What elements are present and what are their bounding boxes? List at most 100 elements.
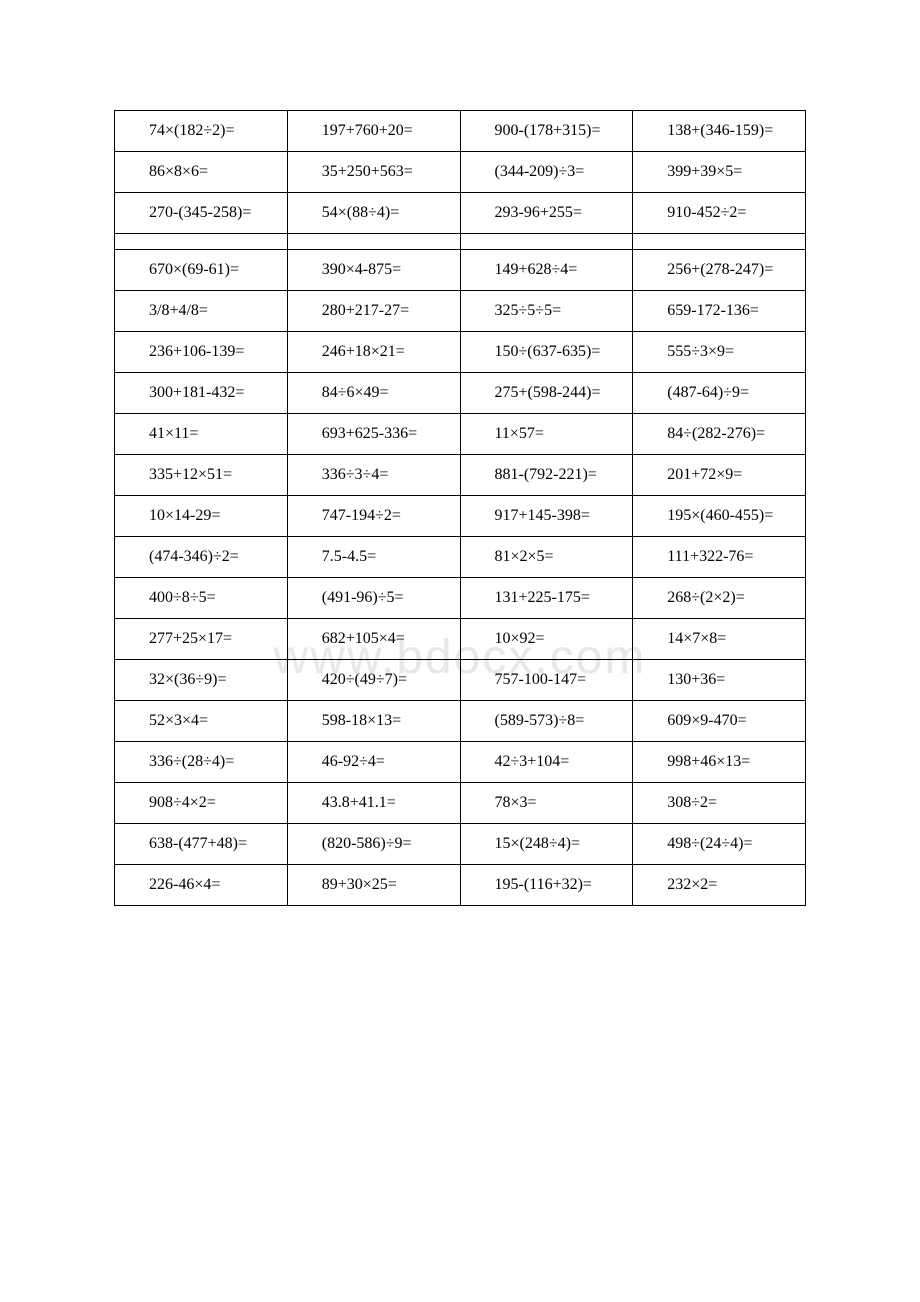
table-cell bbox=[460, 234, 633, 250]
table-cell: 555÷3×9= bbox=[633, 332, 806, 373]
table-cell: 246+18×21= bbox=[287, 332, 460, 373]
table-row: 41×11=693+625-336=11×57=84÷(282-276)= bbox=[115, 414, 806, 455]
table-cell: 399+39×5= bbox=[633, 152, 806, 193]
table-row: 908÷4×2=43.8+41.1=78×3=308÷2= bbox=[115, 783, 806, 824]
table-cell: 149+628÷4= bbox=[460, 250, 633, 291]
table-cell: 420÷(49÷7)= bbox=[287, 660, 460, 701]
table-cell: 881-(792-221)= bbox=[460, 455, 633, 496]
table-cell: 300+181-432= bbox=[115, 373, 288, 414]
table-row: 638-(477+48)=(820-586)÷9=15×(248÷4)=498÷… bbox=[115, 824, 806, 865]
table-row: 400÷8÷5=(491-96)÷5=131+225-175=268÷(2×2)… bbox=[115, 578, 806, 619]
table-row: 86×8×6=35+250+563=(344-209)÷3=399+39×5= bbox=[115, 152, 806, 193]
table-cell: 54×(88÷4)= bbox=[287, 193, 460, 234]
table-body: 74×(182÷2)=197+760+20=900-(178+315)=138+… bbox=[115, 111, 806, 906]
table-row: 270-(345-258)=54×(88÷4)=293-96+255=910-4… bbox=[115, 193, 806, 234]
table-cell: 131+225-175= bbox=[460, 578, 633, 619]
table-cell: 42÷3+104= bbox=[460, 742, 633, 783]
table-cell: 917+145-398= bbox=[460, 496, 633, 537]
table-cell: 609×9-470= bbox=[633, 701, 806, 742]
table-cell: 86×8×6= bbox=[115, 152, 288, 193]
table-cell: 43.8+41.1= bbox=[287, 783, 460, 824]
table-cell: 900-(178+315)= bbox=[460, 111, 633, 152]
table-row: 670×(69-61)=390×4-875=149+628÷4=256+(278… bbox=[115, 250, 806, 291]
table-cell: 268÷(2×2)= bbox=[633, 578, 806, 619]
table-cell: 232×2= bbox=[633, 865, 806, 906]
table-cell: 89+30×25= bbox=[287, 865, 460, 906]
table-cell: 197+760+20= bbox=[287, 111, 460, 152]
table-row: 335+12×51=336÷3÷4=881-(792-221)=201+72×9… bbox=[115, 455, 806, 496]
table-cell: (491-96)÷5= bbox=[287, 578, 460, 619]
table-cell: 52×3×4= bbox=[115, 701, 288, 742]
table-row bbox=[115, 234, 806, 250]
table-cell: 336÷(28÷4)= bbox=[115, 742, 288, 783]
table-row: 52×3×4=598-18×13=(589-573)÷8=609×9-470= bbox=[115, 701, 806, 742]
table-row: 32×(36÷9)=420÷(49÷7)=757-100-147=130+36= bbox=[115, 660, 806, 701]
table-cell: 7.5-4.5= bbox=[287, 537, 460, 578]
table-cell bbox=[287, 234, 460, 250]
table-row: 336÷(28÷4)=46-92÷4=42÷3+104=998+46×13= bbox=[115, 742, 806, 783]
table-row: (474-346)÷2=7.5-4.5=81×2×5=111+322-76= bbox=[115, 537, 806, 578]
table-cell: 46-92÷4= bbox=[287, 742, 460, 783]
table-cell: 226-46×4= bbox=[115, 865, 288, 906]
table-cell: 270-(345-258)= bbox=[115, 193, 288, 234]
table-cell: 150÷(637-635)= bbox=[460, 332, 633, 373]
table-cell: 138+(346-159)= bbox=[633, 111, 806, 152]
table-cell: 747-194÷2= bbox=[287, 496, 460, 537]
table-cell: 84÷6×49= bbox=[287, 373, 460, 414]
table-cell: 41×11= bbox=[115, 414, 288, 455]
math-problems-table: 74×(182÷2)=197+760+20=900-(178+315)=138+… bbox=[114, 110, 806, 906]
table-row: 10×14-29=747-194÷2=917+145-398=195×(460-… bbox=[115, 496, 806, 537]
table-cell bbox=[115, 234, 288, 250]
table-cell: 15×(248÷4)= bbox=[460, 824, 633, 865]
table-cell: 390×4-875= bbox=[287, 250, 460, 291]
table-cell: 638-(477+48)= bbox=[115, 824, 288, 865]
table-cell: 32×(36÷9)= bbox=[115, 660, 288, 701]
table-cell: 14×7×8= bbox=[633, 619, 806, 660]
table-cell: 78×3= bbox=[460, 783, 633, 824]
table-cell: 111+322-76= bbox=[633, 537, 806, 578]
table-cell: 195-(116+32)= bbox=[460, 865, 633, 906]
table-cell: 293-96+255= bbox=[460, 193, 633, 234]
table-row: 74×(182÷2)=197+760+20=900-(178+315)=138+… bbox=[115, 111, 806, 152]
table-cell: 325÷5÷5= bbox=[460, 291, 633, 332]
table-cell: 908÷4×2= bbox=[115, 783, 288, 824]
table-cell: 275+(598-244)= bbox=[460, 373, 633, 414]
table-cell: 277+25×17= bbox=[115, 619, 288, 660]
table-cell: (344-209)÷3= bbox=[460, 152, 633, 193]
table-cell: 195×(460-455)= bbox=[633, 496, 806, 537]
table-cell: 693+625-336= bbox=[287, 414, 460, 455]
table-cell: (487-64)÷9= bbox=[633, 373, 806, 414]
table-cell: 400÷8÷5= bbox=[115, 578, 288, 619]
table-cell: 236+106-139= bbox=[115, 332, 288, 373]
table-cell: 84÷(282-276)= bbox=[633, 414, 806, 455]
table-cell: 280+217-27= bbox=[287, 291, 460, 332]
table-cell: (474-346)÷2= bbox=[115, 537, 288, 578]
table-cell: 10×14-29= bbox=[115, 496, 288, 537]
table-cell: 682+105×4= bbox=[287, 619, 460, 660]
table-cell: 336÷3÷4= bbox=[287, 455, 460, 496]
table-cell: 757-100-147= bbox=[460, 660, 633, 701]
table-row: 300+181-432=84÷6×49=275+(598-244)=(487-6… bbox=[115, 373, 806, 414]
table-cell: 3/8+4/8= bbox=[115, 291, 288, 332]
math-table-wrap: 74×(182÷2)=197+760+20=900-(178+315)=138+… bbox=[114, 110, 806, 906]
table-cell: 910-452÷2= bbox=[633, 193, 806, 234]
table-cell: 659-172-136= bbox=[633, 291, 806, 332]
table-row: 236+106-139=246+18×21=150÷(637-635)=555÷… bbox=[115, 332, 806, 373]
table-cell: 130+36= bbox=[633, 660, 806, 701]
table-cell: 35+250+563= bbox=[287, 152, 460, 193]
table-cell: 81×2×5= bbox=[460, 537, 633, 578]
table-cell: (820-586)÷9= bbox=[287, 824, 460, 865]
table-cell: 11×57= bbox=[460, 414, 633, 455]
table-cell: (589-573)÷8= bbox=[460, 701, 633, 742]
table-cell: 256+(278-247)= bbox=[633, 250, 806, 291]
table-cell: 335+12×51= bbox=[115, 455, 288, 496]
table-cell: 10×92= bbox=[460, 619, 633, 660]
table-cell bbox=[633, 234, 806, 250]
table-cell: 201+72×9= bbox=[633, 455, 806, 496]
table-cell: 998+46×13= bbox=[633, 742, 806, 783]
table-row: 277+25×17=682+105×4=10×92=14×7×8= bbox=[115, 619, 806, 660]
table-cell: 498÷(24÷4)= bbox=[633, 824, 806, 865]
table-cell: 598-18×13= bbox=[287, 701, 460, 742]
table-cell: 670×(69-61)= bbox=[115, 250, 288, 291]
table-cell: 74×(182÷2)= bbox=[115, 111, 288, 152]
